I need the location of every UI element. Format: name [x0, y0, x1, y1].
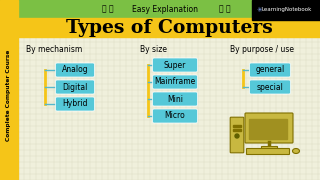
- FancyBboxPatch shape: [153, 58, 197, 72]
- Ellipse shape: [235, 134, 239, 138]
- FancyBboxPatch shape: [55, 80, 94, 94]
- FancyBboxPatch shape: [55, 97, 94, 111]
- Text: Mini: Mini: [167, 94, 183, 103]
- FancyBboxPatch shape: [153, 92, 197, 106]
- FancyBboxPatch shape: [55, 63, 94, 77]
- FancyBboxPatch shape: [153, 109, 197, 123]
- FancyBboxPatch shape: [245, 113, 293, 143]
- Bar: [18, 18, 320, 37]
- Text: general: general: [255, 66, 284, 75]
- FancyBboxPatch shape: [246, 148, 290, 154]
- Text: Complete Computer Course: Complete Computer Course: [6, 49, 12, 141]
- Ellipse shape: [292, 148, 300, 154]
- FancyBboxPatch shape: [250, 63, 291, 77]
- Text: By purpose / use: By purpose / use: [230, 46, 294, 55]
- FancyBboxPatch shape: [250, 80, 291, 94]
- Text: Digital: Digital: [62, 82, 88, 91]
- Text: Micro: Micro: [164, 111, 185, 120]
- Text: Super: Super: [164, 60, 186, 69]
- FancyBboxPatch shape: [230, 117, 244, 153]
- Text: By mechanism: By mechanism: [26, 46, 82, 55]
- Text: Analog: Analog: [62, 66, 88, 75]
- Bar: [261, 146, 277, 149]
- Text: Mainframe: Mainframe: [154, 78, 196, 87]
- Text: 🔥 🔥: 🔥 🔥: [219, 4, 231, 14]
- Bar: [252, 0, 320, 20]
- Bar: [233, 129, 241, 131]
- Text: ✳: ✳: [257, 7, 263, 13]
- Text: Hybrid: Hybrid: [62, 100, 88, 109]
- Bar: [249, 119, 287, 139]
- Text: 🔥 🔥: 🔥 🔥: [102, 4, 114, 14]
- Bar: [0, 0, 18, 180]
- Text: LearningNotebook: LearningNotebook: [262, 8, 312, 12]
- Bar: [0, 0, 320, 18]
- Text: By size: By size: [140, 46, 167, 55]
- Text: Types of Computers: Types of Computers: [66, 19, 272, 37]
- Bar: [233, 125, 241, 127]
- Text: special: special: [257, 82, 284, 91]
- Text: Easy Explanation: Easy Explanation: [132, 4, 198, 14]
- FancyBboxPatch shape: [153, 75, 197, 89]
